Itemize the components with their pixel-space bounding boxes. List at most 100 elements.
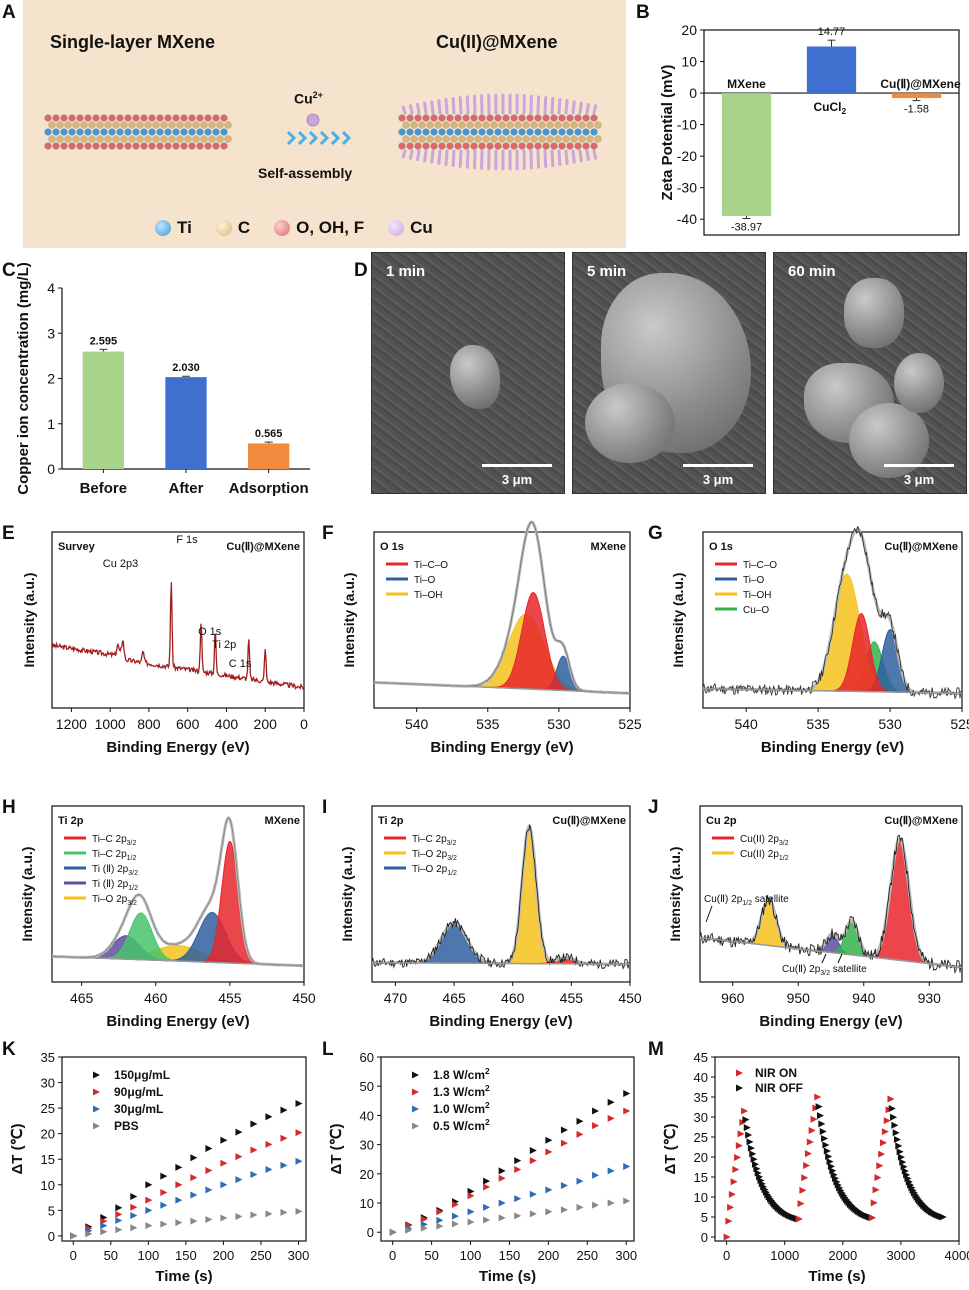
atom xyxy=(494,142,502,150)
data-point xyxy=(130,1211,138,1219)
chevron-right-icon xyxy=(286,130,297,146)
atom xyxy=(474,121,482,129)
y-tick-label: 25 xyxy=(41,1101,55,1116)
data-point xyxy=(451,1200,459,1208)
atom xyxy=(100,128,108,136)
atom xyxy=(192,121,200,129)
data-point xyxy=(100,1217,108,1225)
atom xyxy=(204,142,212,150)
chevron-right-icon xyxy=(341,130,352,146)
x-tick-label: 100 xyxy=(460,1248,482,1263)
cu-strand xyxy=(465,149,470,169)
data-point xyxy=(451,1220,459,1228)
x-tick-label: 150 xyxy=(175,1248,197,1263)
data-point xyxy=(220,1136,228,1144)
atom xyxy=(176,121,184,129)
atom xyxy=(52,128,60,136)
data-point xyxy=(730,1178,738,1186)
atom xyxy=(200,135,208,143)
data-point xyxy=(115,1210,123,1218)
atom xyxy=(100,114,108,122)
y-tick-label: 20 xyxy=(694,1150,708,1165)
y-tick-label: 10 xyxy=(360,1196,374,1211)
category-label: Cu(Ⅱ)@MXene xyxy=(880,77,961,91)
data-point xyxy=(85,1230,93,1238)
panel-a-schematic xyxy=(44,93,602,171)
data-point xyxy=(870,1199,878,1207)
cu-strand xyxy=(401,149,407,159)
atom xyxy=(482,135,490,143)
data-point xyxy=(160,1201,168,1209)
data-point xyxy=(897,1153,905,1161)
panel-a-ion-label: Cu2+ xyxy=(294,90,323,107)
y-axis-label: Copper ion concentration (mg/L) xyxy=(15,262,32,495)
legend-label: Ti–OH xyxy=(414,590,443,601)
atom xyxy=(418,121,426,129)
data-point xyxy=(749,1150,757,1158)
atom xyxy=(434,135,442,143)
y-tick-label: 4 xyxy=(47,280,55,296)
scale-bar xyxy=(482,464,552,467)
x-tick-label: 930 xyxy=(918,990,942,1006)
legend-label: NIR OFF xyxy=(755,1081,803,1095)
data-point xyxy=(175,1163,183,1171)
data-point xyxy=(420,1215,428,1223)
atom xyxy=(108,114,116,122)
chart-title: Cu 2p xyxy=(706,815,737,827)
sem-image-60min: 60 min 3 μm xyxy=(773,252,967,494)
data-point xyxy=(743,1124,751,1132)
data-point xyxy=(498,1214,506,1222)
x-tick-label: 100 xyxy=(137,1248,159,1263)
baseline xyxy=(373,681,631,695)
data-point xyxy=(498,1174,506,1182)
atom xyxy=(220,114,228,122)
data-point xyxy=(822,1141,830,1149)
x-tick-label: 460 xyxy=(501,990,525,1006)
atom xyxy=(430,142,438,150)
data-point xyxy=(723,1233,731,1241)
scale-label: 3 μm xyxy=(903,472,935,487)
atom xyxy=(518,142,526,150)
data-point xyxy=(795,1215,803,1223)
cu-strand xyxy=(557,149,562,166)
atom xyxy=(144,121,152,129)
atom xyxy=(128,135,136,143)
atom xyxy=(486,142,494,150)
atom xyxy=(414,114,422,122)
data-label: 0.565 xyxy=(255,428,283,440)
atom xyxy=(72,135,80,143)
atom xyxy=(574,128,582,136)
atom xyxy=(168,135,176,143)
baseline xyxy=(702,687,963,695)
data-point xyxy=(736,1084,743,1092)
y-tick-label: 1 xyxy=(47,416,55,432)
atom xyxy=(48,121,56,129)
sem-particle xyxy=(585,383,675,463)
atom xyxy=(88,121,96,129)
data-point xyxy=(803,1162,811,1170)
atom xyxy=(188,142,196,150)
y-tick-label: 3 xyxy=(47,325,55,341)
peak-label: Cu 2p3 xyxy=(103,558,138,570)
y-axis-label: Intensity (a.u.) xyxy=(21,573,37,668)
atom xyxy=(144,135,152,143)
y-tick-label: 40 xyxy=(360,1108,374,1123)
atom xyxy=(502,114,510,122)
data-point xyxy=(235,1212,243,1220)
atom xyxy=(48,135,56,143)
data-point xyxy=(220,1214,228,1222)
data-point xyxy=(70,1232,78,1240)
panel-letter-i: I xyxy=(322,797,328,818)
data-point xyxy=(736,1069,743,1077)
atom xyxy=(92,142,100,150)
legend-label: Ti–O 2p3/2 xyxy=(92,894,137,907)
data-point xyxy=(93,1122,100,1130)
panel-letter-j: J xyxy=(648,797,659,818)
atom xyxy=(450,121,458,129)
data-point xyxy=(576,1177,584,1185)
atom xyxy=(132,114,140,122)
panel-letter-d: D xyxy=(354,260,368,281)
